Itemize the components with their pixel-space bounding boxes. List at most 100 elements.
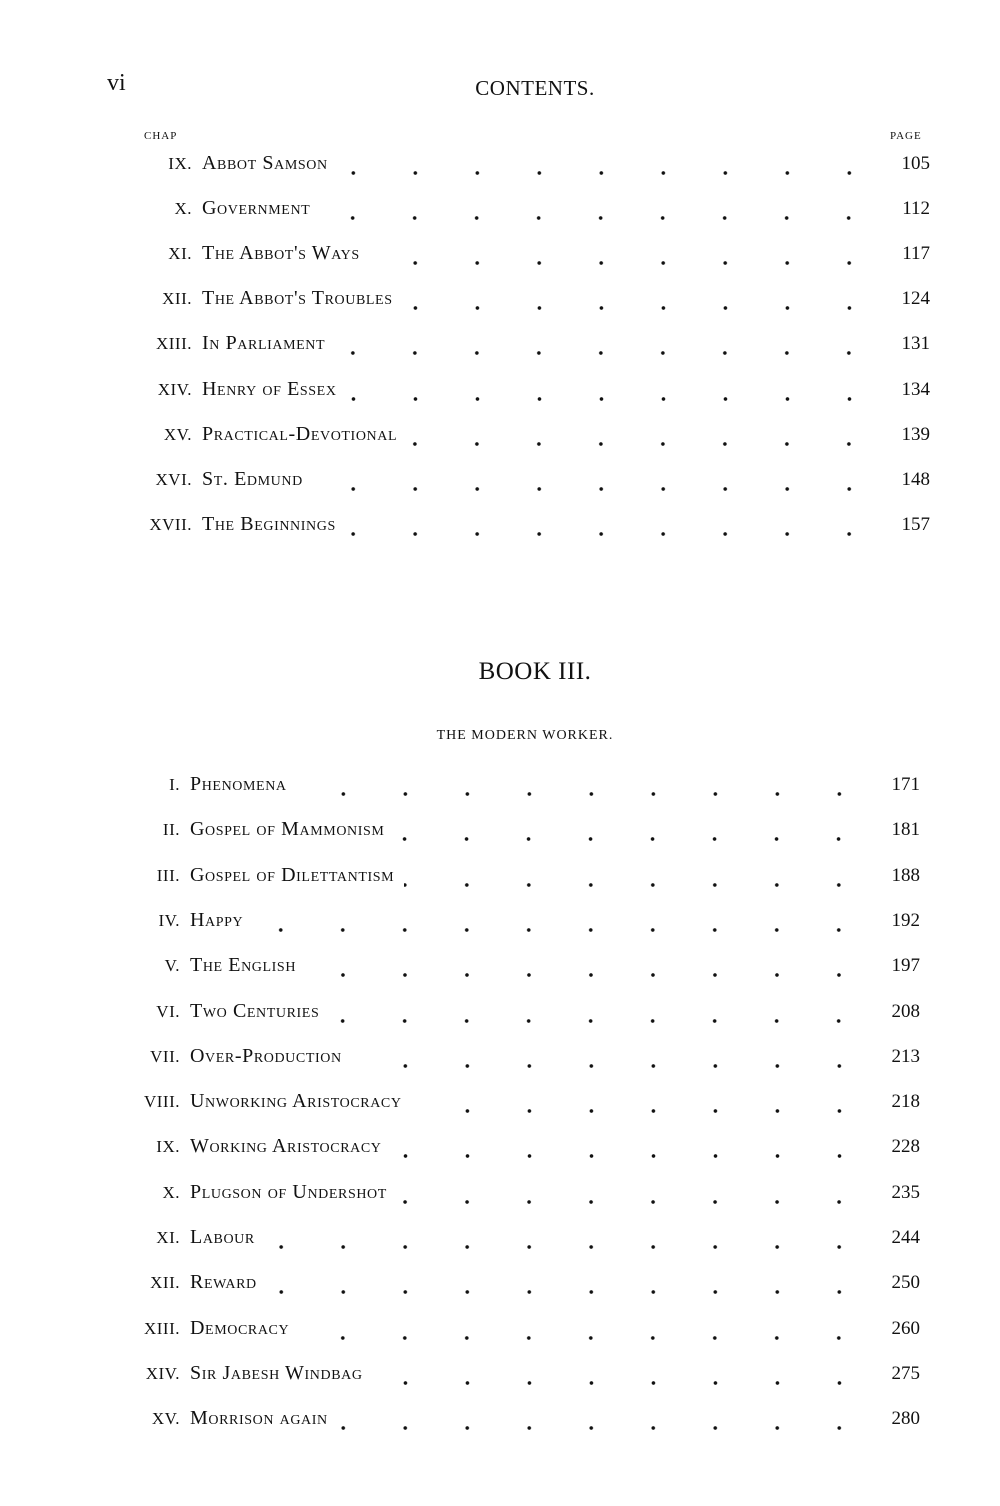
page-ref: 275 (891, 1362, 921, 1384)
toc-entry: XI. The Abbot's Ways 117 (112, 242, 930, 272)
chapter-number: VII. (150, 1046, 180, 1066)
chapter-title: Sir Jabesh Windbag (190, 1361, 363, 1384)
chapter-title: The Abbot's Ways (202, 242, 360, 265)
chapter-number: VI. (156, 1001, 180, 1021)
chapter-title: The Beginnings (202, 512, 336, 535)
toc-entry: XI. Labour 244 (100, 1226, 920, 1256)
chapter-title: Unworking Aristocracy (190, 1090, 402, 1113)
chapter-number: VIII. (143, 1092, 180, 1112)
dot-leader (329, 1017, 870, 1024)
chapter-number: XI. (168, 244, 192, 264)
toc-entry: XII. Reward 250 (100, 1271, 920, 1301)
page-ref: 218 (891, 1091, 921, 1113)
page-ref: 139 (901, 423, 931, 445)
dot-leader (396, 1198, 870, 1205)
dot-leader (351, 1062, 870, 1069)
dot-leader (264, 1244, 870, 1250)
page-ref: 157 (901, 513, 931, 535)
chapter-title: Gospel of Dilettantism (190, 863, 395, 886)
dot-leader (320, 215, 880, 222)
chapter-title: Reward (190, 1271, 257, 1294)
chapter-number: XI. (156, 1228, 180, 1247)
page-ref: 131 (901, 333, 931, 355)
chapter-title: Morrison again (190, 1407, 328, 1430)
toc-entry: XIII. Democracy 260 (100, 1317, 920, 1347)
chapter-number: XV. (163, 424, 192, 444)
chapter-title: Practical-Devotional (202, 422, 398, 445)
page-ref: 250 (891, 1272, 921, 1294)
page-ref: 171 (891, 774, 921, 795)
dot-leader (337, 1425, 870, 1432)
chapter-title: Plugson of Undershot (190, 1180, 387, 1203)
dot-leader (411, 1108, 870, 1115)
toc-entry: VI. Two Centuries 208 (100, 1000, 920, 1030)
chapter-number: IX. (156, 1137, 180, 1157)
running-title: CONTENTS. (475, 76, 595, 100)
page-ref: 112 (902, 198, 930, 220)
dot-leader (404, 881, 870, 888)
toc-entry: III. Gospel of Dilettantism 188 (100, 864, 920, 894)
toc-entry: X. Government 112 (112, 197, 930, 227)
toc-entry: VII. Over-Production 213 (100, 1045, 920, 1075)
toc-entry: II. Gospel of Mammonism 181 (100, 818, 920, 848)
toc-entry: VIII. Unworking Aristocracy 218 (100, 1090, 920, 1120)
page-ref: 148 (901, 468, 931, 490)
book-subtitle: THE MODERN WORKER. (436, 728, 614, 743)
toc-entry: XIV. Henry of Essex 134 (112, 378, 930, 408)
chapter-number: I. (169, 775, 180, 794)
dot-leader (312, 485, 880, 492)
chapter-title: Henry of Essex (202, 377, 337, 400)
chap-column-header: CHAP (144, 130, 178, 142)
dot-leader (253, 926, 870, 933)
page-ref: 235 (891, 1181, 921, 1203)
dot-leader (346, 395, 880, 402)
toc-entry: IX. Abbot Samson 105 (112, 152, 930, 182)
toc-entry: XIII. In Parliament 131 (112, 332, 930, 362)
chapter-title: The Abbot's Troubles (202, 287, 393, 310)
page-ref: 280 (891, 1408, 921, 1430)
page-ref: 181 (891, 819, 921, 841)
chapter-title: Labour (190, 1226, 255, 1248)
toc-entry: I. Phenomena 171 (100, 773, 920, 803)
dot-leader (369, 260, 880, 267)
chapter-number: IX. (168, 154, 192, 173)
dot-leader (306, 972, 870, 979)
toc-entry: XIV. Sir Jabesh Windbag 275 (100, 1362, 920, 1392)
chapter-title: Over-Production (190, 1044, 342, 1067)
dot-leader (299, 1334, 870, 1341)
page-ref: 260 (891, 1317, 921, 1339)
dot-leader (337, 170, 880, 176)
chapter-title: Happy (190, 908, 244, 931)
chapter-number: XVI. (155, 469, 192, 489)
page-number: vi (107, 70, 126, 96)
toc-entry: XV. Morrison again 280 (100, 1407, 920, 1437)
chapter-number: XIV. (145, 1363, 180, 1383)
toc-entry: XVII. The Beginnings 157 (112, 513, 930, 543)
chapter-number: XVII. (149, 514, 192, 534)
page-ref: 213 (891, 1045, 921, 1067)
chapter-number: II. (162, 820, 180, 840)
chapter-title: Government (202, 197, 311, 220)
chapter-title: Abbot Samson (202, 152, 328, 174)
dot-leader (372, 1379, 870, 1386)
dot-leader (391, 1153, 870, 1160)
page-ref: 117 (902, 243, 930, 265)
toc-entry: XII. The Abbot's Troubles 124 (112, 287, 930, 317)
chapter-number: XIII. (155, 334, 192, 354)
chapter-title: Two Centuries (190, 999, 320, 1022)
chapter-number: X. (174, 199, 192, 219)
chapter-title: Democracy (190, 1316, 290, 1339)
chapter-number: IV. (158, 910, 180, 930)
toc-entry: IX. Working Aristocracy 228 (100, 1135, 920, 1165)
dot-leader (345, 530, 880, 537)
page-ref: 192 (891, 909, 921, 931)
chapter-number: III. (156, 865, 180, 885)
page-ref: 197 (891, 955, 921, 977)
page-column-header: PAGE (890, 130, 922, 142)
chapter-title: Working Aristocracy (190, 1135, 382, 1158)
page-ref: 244 (891, 1227, 921, 1248)
page-ref: 105 (901, 153, 931, 174)
dot-leader (335, 350, 880, 357)
chapter-title: St. Edmund (202, 467, 303, 490)
dot-leader (402, 305, 880, 312)
